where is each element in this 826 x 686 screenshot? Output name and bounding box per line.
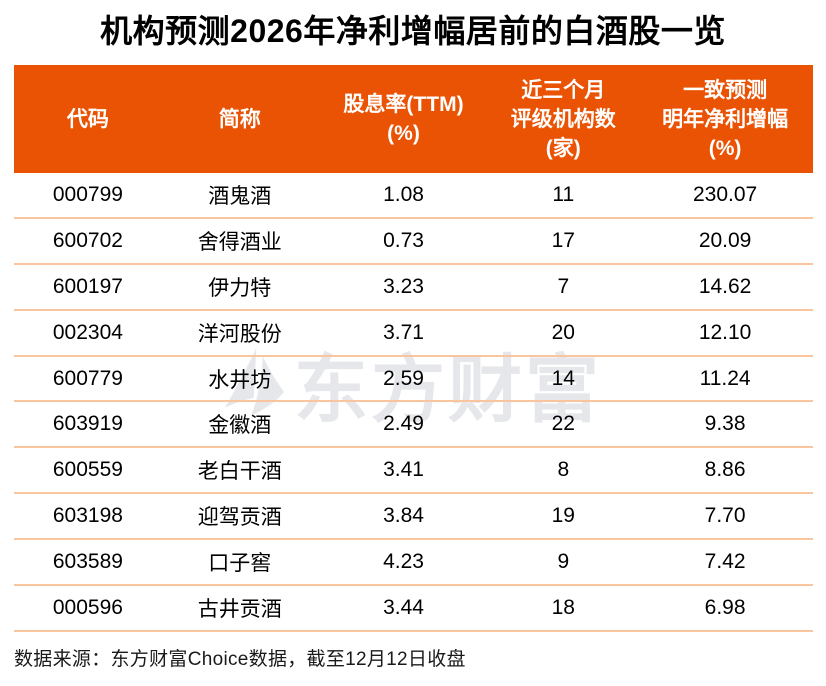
rating-count-cell: 14 <box>489 355 638 403</box>
code-cell: 600197 <box>14 263 162 311</box>
column-header-line: 明年净利增幅 <box>662 107 789 131</box>
column-header-line: (家) <box>545 136 581 160</box>
forecast-growth-cell: 9.38 <box>637 401 813 449</box>
dividend-yield-cell: 3.84 <box>317 493 490 541</box>
table-row: 603919 金徽酒 2.49 22 9.38 <box>14 401 813 449</box>
forecast-growth-cell: 14.62 <box>637 263 813 311</box>
column-header-dividend-yield: 股息率(TTM) (%) <box>317 65 490 173</box>
column-header-code: 代码 <box>14 65 162 173</box>
table-row: 603198 迎驾贡酒 3.84 19 7.70 <box>14 493 813 541</box>
forecast-growth-cell: 230.07 <box>637 173 813 219</box>
name-cell: 水井坊 <box>161 355 318 403</box>
rating-count-cell: 8 <box>489 447 638 495</box>
rating-count-cell: 9 <box>489 539 638 587</box>
column-header-line: 代码 <box>66 107 109 131</box>
column-header-line: (%) <box>387 122 420 145</box>
column-header-line: 近三个月 <box>521 78 606 102</box>
column-header-forecast-growth: 一致预测明年净利增幅 (%) <box>637 65 813 173</box>
code-cell: 603198 <box>14 493 162 541</box>
dividend-yield-cell: 3.71 <box>317 309 490 357</box>
code-cell: 603919 <box>14 401 162 449</box>
rating-count-cell: 19 <box>489 493 638 541</box>
stock-table: 代码 简称 股息率(TTM) (%) 近三个月评级机构数 (家) 一致预测明年净利增幅 (%)… <box>14 65 813 632</box>
column-header-line: 股息率(TTM) <box>343 93 464 116</box>
column-header-line: (%) <box>708 136 742 160</box>
rating-count-cell: 17 <box>489 217 638 265</box>
code-cell: 600702 <box>14 217 162 265</box>
forecast-growth-cell: 6.98 <box>637 585 813 632</box>
rating-count-cell: 18 <box>489 585 638 632</box>
name-cell: 舍得酒业 <box>161 217 318 265</box>
table-row: 603589 口子窖 4.23 9 7.42 <box>14 539 813 587</box>
rating-count-cell: 20 <box>489 309 638 357</box>
forecast-growth-cell: 11.24 <box>637 355 813 403</box>
forecast-growth-cell: 12.10 <box>637 309 813 357</box>
dividend-yield-cell: 1.08 <box>317 173 490 219</box>
forecast-growth-cell: 7.42 <box>637 539 813 587</box>
dividend-yield-cell: 4.23 <box>317 539 490 587</box>
dividend-yield-cell: 3.41 <box>317 447 490 495</box>
data-source-note: 数据来源：东方财富Choice数据，截至12月12日收盘 <box>14 649 466 670</box>
name-cell: 洋河股份 <box>161 309 318 357</box>
table-row: 000799 酒鬼酒 1.08 11 230.07 <box>14 173 813 219</box>
rating-count-cell: 22 <box>489 401 638 449</box>
code-cell: 000596 <box>14 585 162 632</box>
dividend-yield-cell: 3.23 <box>317 263 490 311</box>
rating-count-cell: 11 <box>489 173 638 219</box>
name-cell: 伊力特 <box>161 263 318 311</box>
table-row: 600779 水井坊 2.59 14 11.24 <box>14 355 813 403</box>
code-cell: 600779 <box>14 355 162 403</box>
name-cell: 口子窖 <box>161 539 318 587</box>
table-row: 600702 舍得酒业 0.73 17 20.09 <box>14 217 813 265</box>
column-header-line: 一致预测 <box>683 78 768 102</box>
column-header-name: 简称 <box>161 65 318 173</box>
rating-count-cell: 7 <box>489 263 638 311</box>
name-cell: 酒鬼酒 <box>161 173 318 219</box>
dividend-yield-cell: 2.59 <box>317 355 490 403</box>
name-cell: 老白干酒 <box>161 447 318 495</box>
name-cell: 金徽酒 <box>161 401 318 449</box>
name-cell: 迎驾贡酒 <box>161 493 318 541</box>
column-header-line: 简称 <box>218 107 261 131</box>
table-row: 600197 伊力特 3.23 7 14.62 <box>14 263 813 311</box>
column-header-rating-count: 近三个月评级机构数 (家) <box>489 65 638 173</box>
page-title: 机构预测2026年净利增幅居前的白酒股一览 <box>100 13 726 49</box>
dividend-yield-cell: 0.73 <box>317 217 490 265</box>
forecast-growth-cell: 8.86 <box>637 447 813 495</box>
code-cell: 000799 <box>14 173 162 219</box>
table-header-row: 代码 简称 股息率(TTM) (%) 近三个月评级机构数 (家) 一致预测明年净利增幅 (%) <box>14 65 813 173</box>
dividend-yield-cell: 2.49 <box>317 401 490 449</box>
table-row: 000596 古井贡酒 3.44 18 6.98 <box>14 585 813 632</box>
table-row: 002304 洋河股份 3.71 20 12.10 <box>14 309 813 357</box>
forecast-growth-cell: 20.09 <box>637 217 813 265</box>
column-header-line: 评级机构数 <box>510 107 616 131</box>
code-cell: 002304 <box>14 309 162 357</box>
name-cell: 古井贡酒 <box>161 585 318 632</box>
dividend-yield-cell: 3.44 <box>317 585 490 632</box>
code-cell: 603589 <box>14 539 162 587</box>
code-cell: 600559 <box>14 447 162 495</box>
table-row: 600559 老白干酒 3.41 8 8.86 <box>14 447 813 495</box>
forecast-growth-cell: 7.70 <box>637 493 813 541</box>
